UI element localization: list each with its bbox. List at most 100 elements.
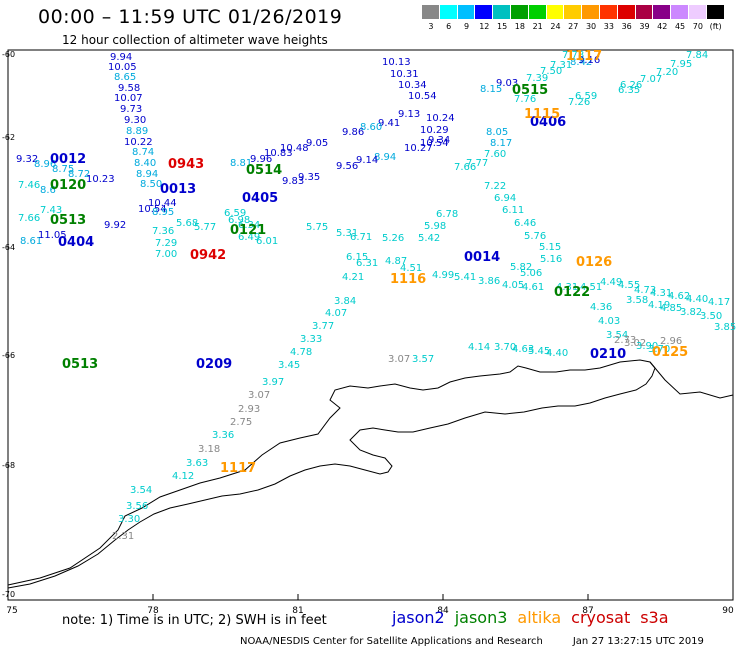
wave-height-value: 9.41	[378, 118, 400, 129]
wave-height-value: 10.31	[390, 69, 419, 80]
wave-height-value: 3.07	[248, 390, 270, 401]
wave-height-value: 6.11	[502, 205, 524, 216]
wave-height-value: 8.74	[132, 147, 154, 158]
wave-height-value: 8.50	[140, 179, 162, 190]
colorbar-swatch	[653, 5, 672, 19]
track-time-label: 0122	[554, 285, 590, 300]
wave-height-value: 8.72	[68, 169, 90, 180]
wave-height-value: 5.41	[454, 272, 476, 283]
satellite-legend: jason2 jason3 altika cryosat s3a	[392, 608, 669, 627]
wave-height-value: 5.16	[540, 254, 562, 265]
wave-height-value: 3.57	[412, 354, 434, 365]
wave-height-value: 6.31	[356, 258, 378, 269]
wave-height-value: 10.23	[86, 174, 115, 185]
colorbar-swatch	[510, 5, 529, 19]
wave-height-value: 4.63	[512, 344, 534, 355]
track-time-label: 0515	[512, 83, 548, 98]
wave-height-value: 4.73	[634, 285, 656, 296]
wave-height-value: 2.73	[614, 335, 636, 346]
wave-height-value: 3.85	[714, 322, 736, 333]
wave-height-value: 6.59	[224, 208, 246, 219]
wave-height-value: 4.14	[468, 342, 490, 353]
wave-height-value: 9.34	[428, 135, 450, 146]
colorbar-swatch	[564, 5, 583, 19]
wave-height-value: 8.40	[134, 158, 156, 169]
colorbar-label: 27	[568, 22, 579, 31]
wave-height-value: 7.36	[152, 226, 174, 237]
wave-height-value: 6.78	[436, 209, 458, 220]
wave-height-value: 3.56	[126, 501, 148, 512]
colorbar-swatch	[475, 5, 494, 19]
track-time-label: 0121	[230, 223, 266, 238]
wave-height-value: 4.40	[686, 294, 708, 305]
wave-height-value: 6.59	[575, 91, 597, 102]
wave-height-value: 3.82	[680, 307, 702, 318]
colorbar-label: 12	[479, 22, 490, 31]
wave-height-value: 7.95	[670, 59, 692, 70]
wave-height-value: 5.06	[520, 268, 542, 279]
wave-height-value: 10.07	[114, 93, 143, 104]
wave-height-value: 9.96	[250, 154, 272, 165]
wave-height-value: 8.61	[20, 236, 42, 247]
track-time-label: 0943	[168, 157, 204, 172]
colorbar-label: 15	[496, 22, 508, 31]
wave-height-value: 9.13	[398, 109, 420, 120]
colorbar-swatch	[528, 5, 547, 19]
wave-height-value: 3.86	[478, 276, 500, 287]
colorbar	[422, 5, 725, 19]
track-time-label: 1115	[524, 107, 560, 122]
colorbar-swatch	[635, 5, 654, 19]
lon-tick-label: 84	[437, 606, 449, 616]
wave-height-value: 9.32	[16, 154, 38, 165]
lon-tick-label: 87	[582, 606, 593, 616]
wave-height-value: 4.51	[400, 263, 422, 274]
colorbar-label: 33	[603, 22, 614, 31]
track-time-label: 0209	[196, 357, 232, 372]
colorbar-swatch	[457, 5, 476, 19]
wave-height-value: 7.07	[640, 74, 662, 85]
wave-height-value: 8.94	[136, 169, 158, 180]
wave-height-value: 6.15	[346, 252, 368, 263]
track-time-label: 0513	[62, 357, 98, 372]
wave-height-value: 8.96	[34, 159, 56, 170]
wave-height-value: 2.75	[230, 417, 252, 428]
wave-height-value: 10.29	[420, 125, 449, 136]
wave-height-value: 5.26	[382, 233, 404, 244]
wave-height-value: 7.39	[526, 73, 548, 84]
wave-height-value: 7.26	[568, 97, 590, 108]
wave-height-value: 5.31	[336, 228, 358, 239]
wave-height-value: 10.27	[404, 143, 433, 154]
wave-height-value: 3.36	[212, 430, 234, 441]
colorbar-label: 39	[639, 22, 650, 31]
wave-height-value: 8.17	[490, 138, 512, 149]
wave-height-value: 3.07	[388, 354, 410, 365]
colorbar-label: 36	[621, 22, 632, 31]
wave-height-value: 4.05	[502, 280, 524, 291]
wave-height-value: 10.48	[280, 143, 309, 154]
track-time-label: 0513	[50, 213, 86, 228]
colorbar-label: 30	[585, 22, 597, 31]
wave-height-value: 8.81	[230, 158, 252, 169]
wave-height-value: 7.31	[550, 60, 572, 71]
wave-height-value: 7.76	[514, 94, 536, 105]
wave-height-value: 3.63	[186, 458, 208, 469]
wave-height-value: 4.31	[650, 288, 672, 299]
wave-height-value: 4.17	[708, 297, 730, 308]
colorbar-label: 45	[674, 22, 686, 31]
wave-height-value: 3.77	[312, 321, 334, 332]
wave-height-value: 9.35	[298, 172, 320, 183]
wave-height-value: 7.22	[484, 181, 506, 192]
track-time-label: 0210	[590, 347, 626, 362]
colorbar-swatch	[688, 5, 707, 19]
track-time-label: 0126	[576, 255, 612, 270]
wave-height-value: 4.19	[648, 300, 670, 311]
wave-height-value: 7.46	[18, 180, 40, 191]
lat-tick-label: -62	[2, 133, 15, 142]
wave-height-value: 3.02	[624, 338, 646, 349]
wave-height-value: 3.70	[494, 342, 516, 353]
colorbar-swatch	[582, 5, 600, 19]
colorbar-label: 6	[446, 22, 452, 31]
wave-height-value: 3.54	[130, 485, 152, 496]
wave-height-value: 5.68	[176, 218, 198, 229]
wave-height-value: 9.05	[306, 138, 328, 149]
